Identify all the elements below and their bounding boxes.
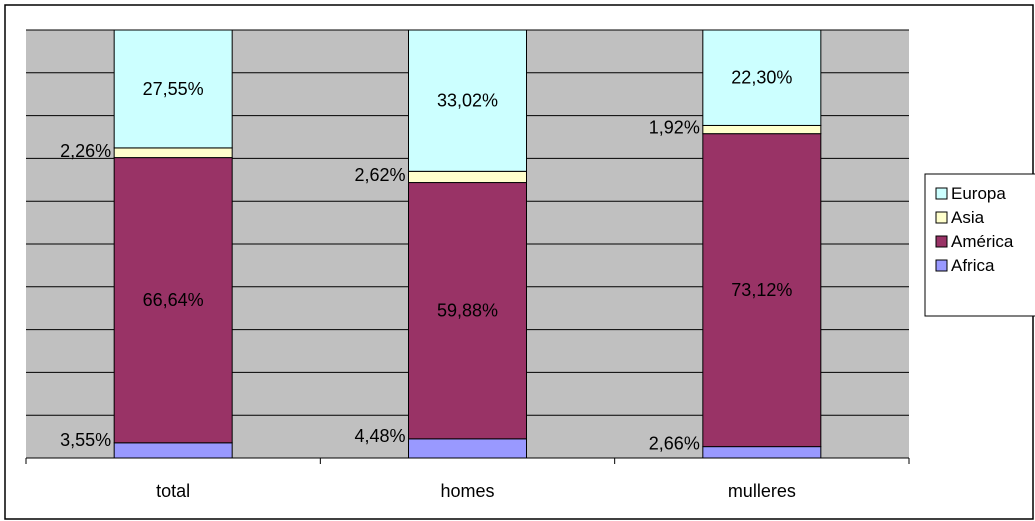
data-label-américa-total: 66,64% [143, 290, 204, 310]
bar-segment-asia-mulleres [702, 124, 822, 135]
bar-segment-europa-homes [408, 29, 527, 172]
bar-segment-américa-homes [408, 182, 527, 440]
x-tick-label-total: total [156, 481, 190, 501]
data-label-europa-mulleres: 22,30% [731, 68, 792, 88]
bar-segment-europa-total [113, 29, 233, 149]
bars [113, 29, 822, 459]
legend: Europa Asia América Africa [924, 173, 1035, 317]
legend-label-europa: Europa [951, 184, 1006, 203]
bar-segment-asia-homes [408, 170, 527, 184]
data-labels: 3,55% 66,64% 2,26% 27,55% 4,48% 59,88% 2,62% 33… [60, 68, 792, 454]
bar-segment-africa-mulleres [702, 446, 822, 459]
bar-segment-africa-total [113, 442, 233, 459]
legend-label-asia: Asia [951, 208, 985, 227]
legend-swatch-africa [935, 259, 948, 272]
data-label-américa-homes: 59,88% [437, 301, 498, 321]
bar-segment-américa-mulleres [702, 133, 822, 448]
legend-label-américa: América [951, 232, 1014, 251]
legend-label-africa: Africa [951, 256, 995, 275]
legend-swatch-asia [935, 211, 948, 224]
data-label-africa-homes: 4,48% [354, 426, 405, 446]
data-label-asia-homes: 2,62% [354, 165, 405, 185]
data-label-europa-homes: 33,02% [437, 91, 498, 111]
data-label-europa-total: 27,55% [143, 79, 204, 99]
x-tick-label-homes: homes [440, 481, 494, 501]
data-label-asia-total: 2,26% [60, 141, 111, 161]
data-label-asia-mulleres: 1,92% [649, 118, 700, 138]
x-tick-label-mulleres: mulleres [728, 481, 796, 501]
bar-segment-asia-total [113, 147, 233, 159]
data-label-américa-mulleres: 73,12% [731, 280, 792, 300]
bar-segment-africa-homes [408, 438, 527, 459]
legend-swatch-américa [935, 235, 948, 248]
bar-segment-europa-mulleres [702, 29, 822, 126]
legend-swatch-europa [935, 187, 948, 200]
data-label-africa-total: 3,55% [60, 430, 111, 450]
data-label-africa-mulleres: 2,66% [649, 434, 700, 454]
x-axis: total homes mulleres [25, 457, 910, 501]
bar-segment-américa-total [113, 157, 233, 444]
